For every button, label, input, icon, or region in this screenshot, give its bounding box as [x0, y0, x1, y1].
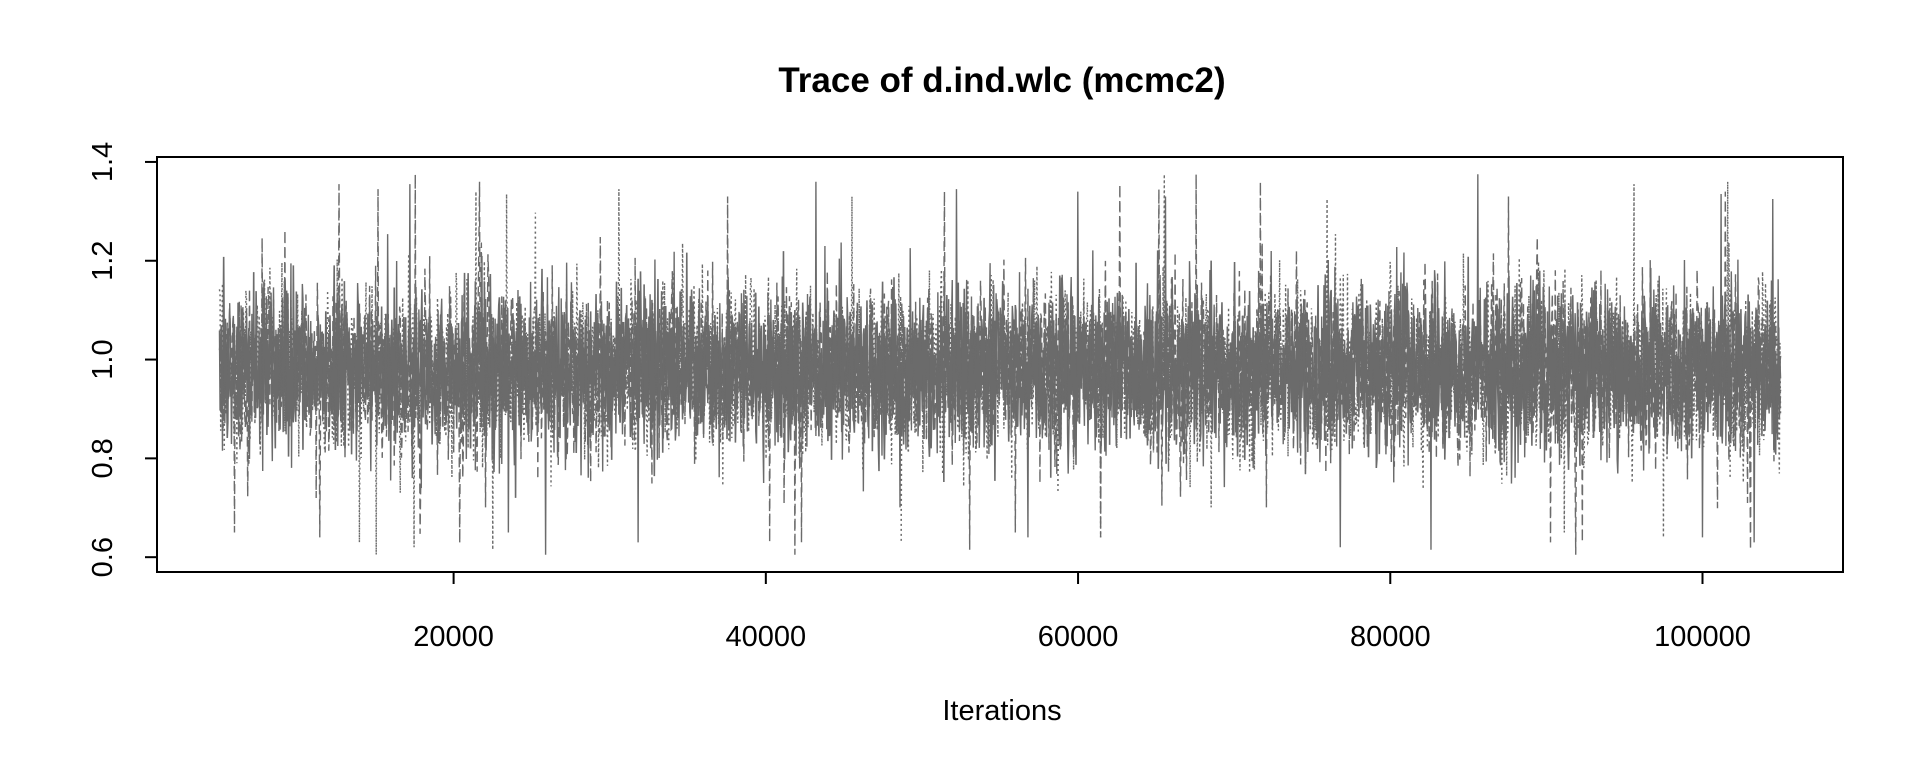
trace-line-core: [218, 250, 1782, 498]
y-tick-label: 1.2: [87, 241, 119, 281]
x-tick-label: 60000: [1038, 621, 1119, 653]
x-tick-label: 80000: [1350, 621, 1431, 653]
x-tick-label: 20000: [413, 621, 494, 653]
y-axis: 0.6 0.8 1.0 1.2 1.4: [87, 142, 158, 577]
x-tick-label: 40000: [726, 621, 807, 653]
y-tick-label: 0.6: [87, 537, 119, 577]
y-tick-label: 1.0: [87, 339, 119, 379]
trace-series: [218, 174, 1782, 555]
y-tick-label: 1.4: [87, 142, 119, 182]
x-axis-label: Iterations: [942, 695, 1061, 727]
y-tick-label: 0.8: [87, 438, 119, 478]
x-tick-label: 100000: [1654, 621, 1751, 653]
x-axis: 20000 40000 60000 80000 100000: [413, 571, 1751, 653]
chart-title: Trace of d.ind.wlc (mcmc2): [778, 61, 1225, 100]
